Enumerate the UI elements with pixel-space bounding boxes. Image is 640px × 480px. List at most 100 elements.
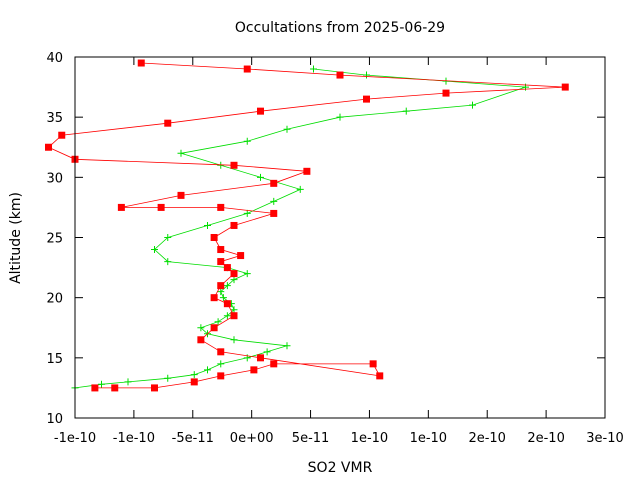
y-tick-label: 25 [46,232,63,247]
series-1-point [230,306,238,314]
series-2-point [91,384,99,392]
series-1-point [243,270,251,278]
series-2-point [369,360,377,368]
series-1-point [283,342,291,350]
series-1-point [230,276,238,284]
series-1-point [270,197,278,205]
series-2-point [117,203,125,211]
series-1-point [217,161,225,169]
series-2-point [243,65,251,73]
series-2-point [197,336,205,344]
series-2-point [230,270,238,278]
series-2-point [45,143,52,151]
series-2-point [270,179,278,187]
series-1-point [296,185,304,193]
series-2-point [217,372,225,380]
series-2-point [58,131,66,139]
series-2-point [217,246,225,254]
series-2-point [376,372,384,380]
x-tick-label: -1e-10 [113,431,155,446]
series-1-point [283,125,291,133]
y-tick-label: 20 [46,292,63,307]
series-1-point [469,101,476,109]
x-tick-label: 1e-10 [410,431,448,446]
series-2-point [230,161,238,169]
y-axis-label: Altitude (km) [8,192,24,284]
x-tick-label: 0e+00 [230,431,274,446]
x-tick-label: 3e-10 [586,431,624,446]
series-2-point [303,167,311,175]
plot-frame [74,56,606,419]
series-1-point [230,336,238,344]
series-2-point [442,89,450,97]
series-1-point [217,360,225,368]
series-2-point [210,324,218,332]
series-1-point [402,107,410,115]
series-2-point [217,258,225,266]
series-2-point [257,107,264,115]
series-2-point [257,354,264,362]
series-2-point [336,71,344,79]
series-2-point [217,282,225,290]
series-2-point [223,264,231,272]
x-axis-label: SO2 VMR [308,460,373,476]
series-2-point [217,348,225,356]
y-tick-label: 30 [46,171,63,186]
x-tick-label: 5e-11 [292,431,330,446]
series-1-point [217,288,225,296]
series-2-point [137,59,145,67]
series-2-point [223,300,231,308]
series-1-point [197,324,205,332]
series-2-point [270,360,278,368]
series-1-point [223,312,231,320]
series-1-point [243,209,251,217]
series-1-point [190,371,198,379]
series-1-point [257,173,264,181]
x-tick-label: 1e-10 [351,431,389,446]
series-2-point [151,384,158,392]
series-2-point [230,221,238,229]
series-1-point [363,71,370,79]
x-tick-label: -5e-11 [172,431,214,446]
series-2-point [210,234,218,241]
series-2-point [363,95,370,103]
series-2-point [177,191,185,199]
series-2-point [164,119,172,127]
series-1-point [164,374,172,382]
series-1-point [214,318,222,326]
series-1-point [219,294,227,302]
series-1-point [164,258,172,266]
x-tick-label: -1e-10 [54,431,96,446]
series-2-point [270,209,278,217]
chart-title: Occultations from 2025-06-29 [235,20,445,36]
series-2-point [157,203,165,211]
series-1-line [74,68,526,389]
series-2-point [237,252,245,260]
series-1-point [164,234,172,241]
y-tick-label: 35 [46,111,63,126]
y-tick-label: 40 [46,51,63,66]
series-2-point [217,203,225,211]
series-1-point [223,282,231,290]
series-1-point [310,65,317,73]
series-2-point [190,378,198,386]
series-1-point [263,348,271,356]
series-1-point [124,378,132,386]
x-tick-label: 2e-10 [468,431,506,446]
series-1-point [204,221,211,229]
series-1-point [243,137,251,145]
y-tick-label: 15 [46,352,63,367]
series-1-point [336,113,344,121]
series-1-point [177,149,185,157]
series-2-point [561,83,569,91]
series-1-point [204,366,211,374]
series-1-point [98,380,105,388]
series-layer [45,59,569,392]
series-2-point [210,294,218,302]
series-2-point [230,312,238,320]
y-tick-label: 10 [46,412,63,427]
x-tick-label: 2e-10 [527,431,565,446]
series-1-point [151,246,158,254]
